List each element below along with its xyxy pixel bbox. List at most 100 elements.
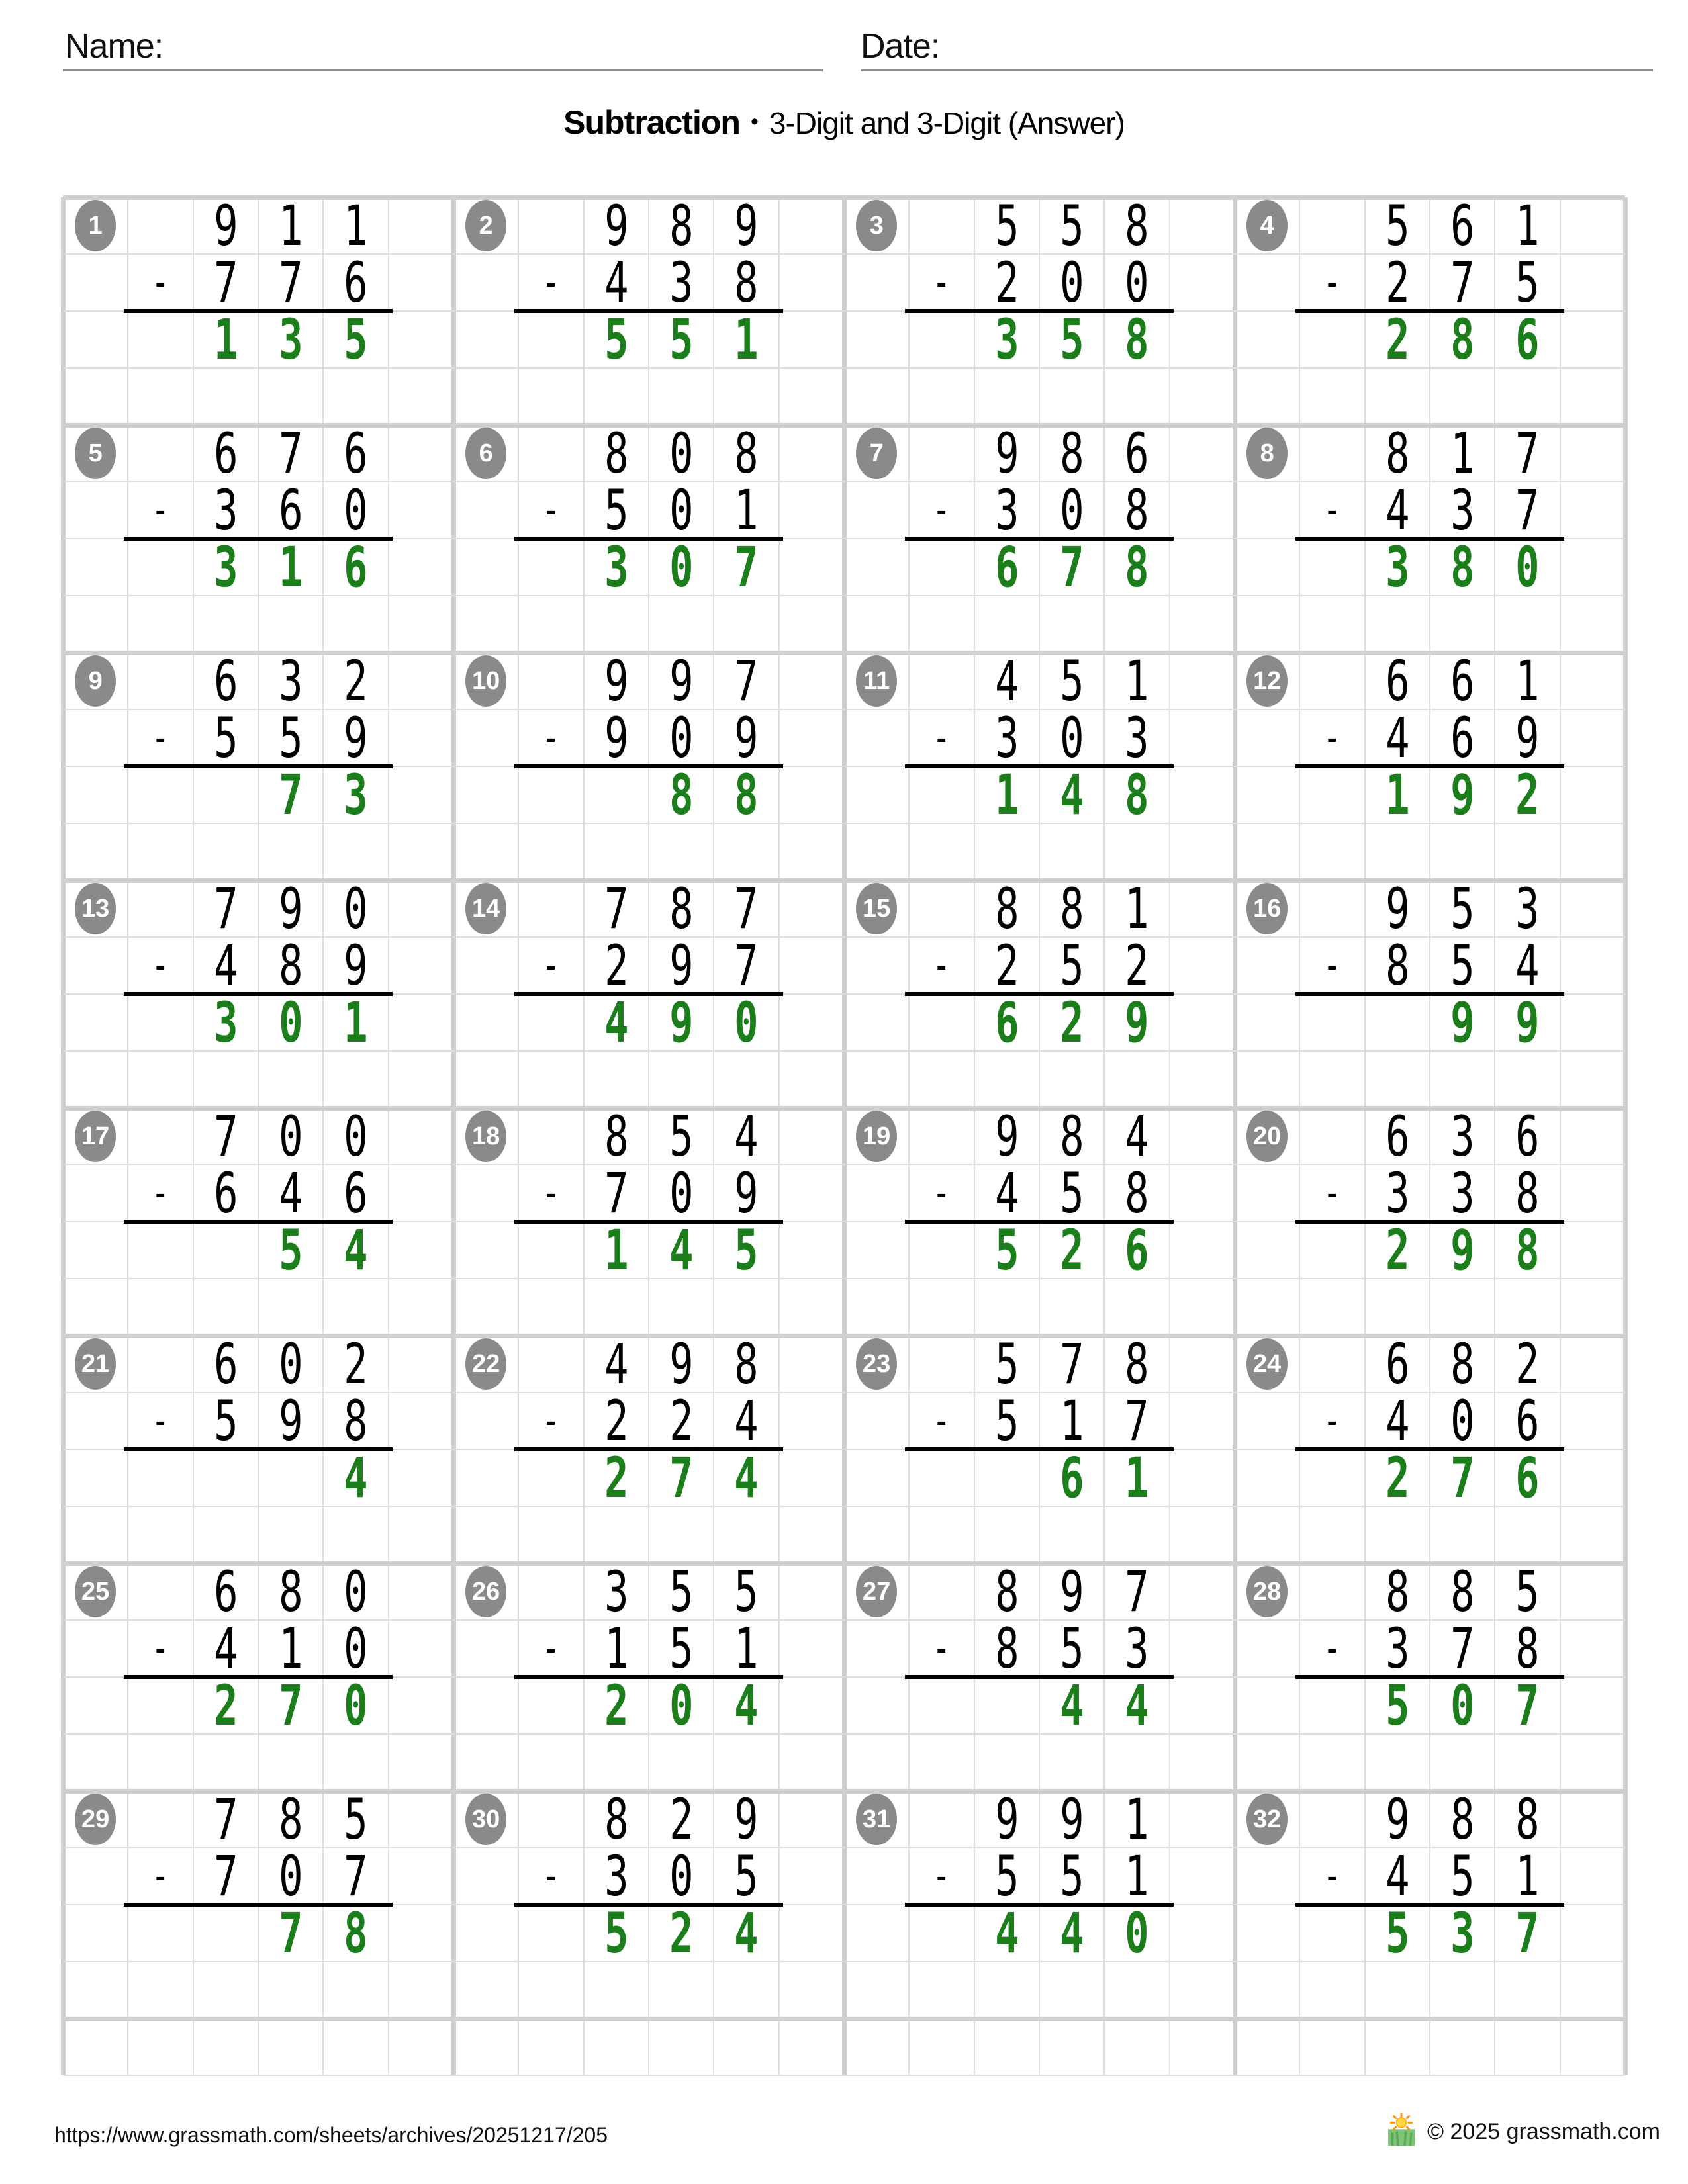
operand-digit: 8: [994, 876, 1019, 941]
operand-digit: 5: [213, 705, 238, 770]
grid-hline: [63, 878, 1625, 883]
grid-hline: [63, 1847, 1625, 1848]
minus-sign-icon: -: [1323, 258, 1342, 307]
answer-digit: 7: [278, 1673, 303, 1738]
answer-line: [905, 309, 1174, 313]
grid-hline: [63, 195, 1625, 200]
answer-digit: 5: [278, 1218, 303, 1283]
answer-digit: 9: [1125, 990, 1149, 1055]
answer-digit: 5: [1385, 1673, 1410, 1738]
answer-line: [124, 764, 393, 768]
answer-digit: 2: [1059, 1218, 1084, 1283]
operand-digit: 8: [1125, 478, 1149, 543]
minus-sign-icon: -: [932, 258, 951, 307]
operand-digit: 4: [213, 933, 238, 998]
operand-digit: 3: [994, 705, 1019, 770]
operand-digit: 8: [1450, 1559, 1475, 1624]
minus-sign-icon: -: [541, 1396, 561, 1445]
answer-digit: 7: [278, 762, 303, 827]
operand-digit: 7: [604, 1161, 629, 1226]
grid-hline: [63, 1050, 1625, 1052]
operand-digit: 5: [1385, 193, 1410, 258]
operand-digit: 1: [1450, 421, 1475, 486]
operand-digit: 8: [278, 1787, 303, 1852]
grid-hline: [63, 481, 1625, 482]
operand-digit: 8: [1059, 876, 1084, 941]
problem-number-badge: 27: [856, 1566, 898, 1617]
answer-digit: 6: [994, 990, 1019, 1055]
operand-digit: 8: [1385, 421, 1410, 486]
answer-line: [905, 1675, 1174, 1679]
answer-digit: 2: [1059, 990, 1084, 1055]
answer-digit: 6: [1515, 1445, 1540, 1510]
operand-digit: 7: [1450, 250, 1475, 315]
answer-digit: 8: [1450, 535, 1475, 600]
operand-digit: 1: [278, 1616, 303, 1681]
operand-digit: 7: [734, 876, 759, 941]
grid-hline: [63, 1105, 1625, 1111]
answer-digit: 1: [278, 535, 303, 600]
operand-digit: 7: [1450, 1616, 1475, 1681]
answer-digit: 8: [1125, 535, 1149, 600]
answer-digit: 2: [604, 1673, 629, 1738]
grid-vline: [583, 197, 585, 2075]
answer-line: [124, 1675, 393, 1679]
answer-line: [124, 992, 393, 996]
operand-digit: 4: [734, 1104, 759, 1169]
operand-digit: 5: [1450, 876, 1475, 941]
operand-digit: 5: [213, 1388, 238, 1453]
grid-hline: [63, 1506, 1625, 1507]
operand-digit: 0: [344, 1559, 368, 1624]
minus-sign-icon: -: [541, 1852, 561, 1901]
answer-line: [1295, 1220, 1564, 1224]
operand-digit: 9: [604, 193, 629, 258]
grid-hline: [63, 253, 1625, 255]
operand-digit: 9: [994, 1787, 1019, 1852]
minus-sign-icon: -: [1323, 941, 1342, 990]
grid-vline: [451, 197, 456, 2075]
operand-digit: 1: [1125, 1844, 1149, 1909]
grid-vline: [1559, 197, 1561, 2075]
operand-digit: 2: [1385, 250, 1410, 315]
answer-digit: 6: [1515, 307, 1540, 372]
operand-digit: 4: [994, 649, 1019, 713]
answer-line: [905, 1903, 1174, 1907]
operand-digit: 7: [1515, 421, 1540, 486]
answer-digit: 5: [994, 1218, 1019, 1283]
operand-digit: 6: [1125, 421, 1149, 486]
answer-line: [1295, 1447, 1564, 1451]
operand-digit: 4: [1385, 1388, 1410, 1453]
problem-number-badge: 29: [75, 1794, 117, 1845]
grid-hline: [63, 422, 1625, 428]
operand-digit: 6: [344, 421, 368, 486]
operand-digit: 3: [604, 1844, 629, 1909]
operand-digit: 7: [604, 876, 629, 941]
operand-digit: 5: [278, 705, 303, 770]
operand-digit: 9: [734, 193, 759, 258]
grid-hline: [63, 1164, 1625, 1165]
answer-digit: 5: [344, 307, 368, 372]
problem-number-badge: 19: [856, 1111, 898, 1162]
operand-digit: 1: [1059, 1388, 1084, 1453]
worksheet-title: Subtraction • 3-Digit and 3-Digit (Answer): [0, 103, 1688, 142]
answer-digit: 4: [344, 1445, 368, 1510]
operand-digit: 6: [1450, 705, 1475, 770]
grid-vline: [1622, 197, 1628, 2075]
operand-digit: 6: [1450, 649, 1475, 713]
operand-digit: 8: [734, 421, 759, 486]
answer-line: [905, 1220, 1174, 1224]
problem-number-badge: 3: [856, 200, 898, 251]
operand-digit: 0: [669, 1844, 694, 1909]
answer-line: [514, 309, 783, 313]
operand-digit: 2: [994, 250, 1019, 315]
grassmath-logo-icon: [1385, 2112, 1418, 2152]
answer-digit: 6: [1125, 1218, 1149, 1283]
grid-vline: [1429, 197, 1430, 2075]
grid-hline: [63, 823, 1625, 824]
answer-digit: 8: [669, 762, 694, 827]
operand-digit: 1: [604, 1616, 629, 1681]
operand-digit: 8: [1059, 1104, 1084, 1169]
answer-digit: 1: [1385, 762, 1410, 827]
operand-digit: 0: [344, 876, 368, 941]
minus-sign-icon: -: [932, 1396, 951, 1445]
